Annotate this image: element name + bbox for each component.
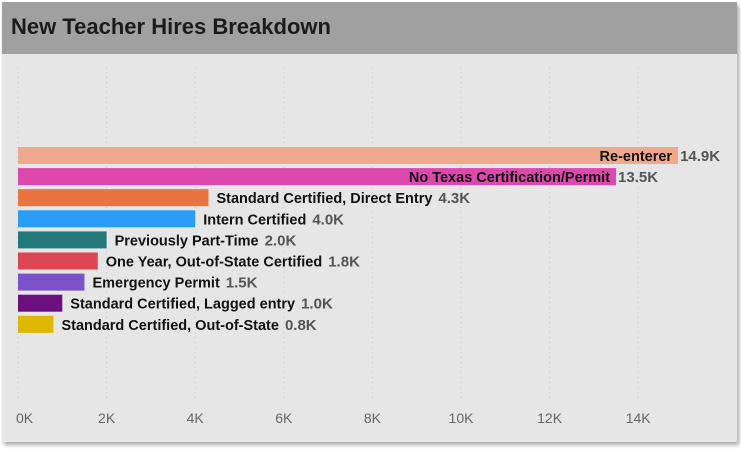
bar[interactable] [18,273,85,291]
bar-value-label: 13.5K [618,169,658,186]
bar-category-label: Intern Certified [203,212,306,228]
bar-category-label: Previously Part-Time [115,233,259,249]
x-tick-label: 12K [537,410,563,426]
bar[interactable] [18,147,679,164]
x-tick-label: 0K [16,410,34,426]
x-axis: 0K 2K 4K 6K 8K 10K 12K 14K [16,410,651,426]
bar[interactable] [18,168,617,186]
bar-category-label: Re-enterer [600,149,673,165]
card-header: New Teacher Hires Breakdown [2,2,737,54]
x-tick-label: 14K [626,410,652,426]
bar-labels: 14.9K Re-enterer 13.5K No Texas Certificati… [61,148,720,334]
bar[interactable] [18,210,196,228]
bar[interactable] [18,294,63,312]
x-tick-label: 4K [187,410,205,426]
bar-category-label: Emergency Permit [92,276,220,292]
chart-card: New Teacher Hires Breakdown 14.9K Re-ente… [2,2,737,442]
bar-value-label: 1.5K [226,275,258,292]
bar[interactable] [18,189,209,207]
x-tick-label: 10K [449,410,475,426]
bar[interactable] [18,231,107,249]
bar-value-label: 4.0K [312,211,344,228]
bar-value-label: 4.3K [438,190,470,207]
bar-category-label: Standard Certified, Lagged entry [70,297,295,313]
bar-category-label: One Year, Out-of-State Certified [106,255,322,271]
x-tick-label: 6K [275,410,293,426]
bar-category-label: Standard Certified, Out-of-State [61,318,279,334]
bar-value-label: 14.9K [680,148,720,165]
bar-value-label: 0.8K [285,317,317,334]
bar-category-label: Standard Certified, Direct Entry [216,191,432,207]
bar[interactable] [18,315,54,333]
chart-title: New Teacher Hires Breakdown [11,14,331,39]
bar-category-label: No Texas Certification/Permit [409,170,610,186]
bar-value-label: 1.0K [301,296,333,313]
bar[interactable] [18,252,98,270]
x-tick-label: 8K [364,410,382,426]
bar-chart: 14.9K Re-enterer 13.5K No Texas Certificati… [16,67,720,426]
gridlines [17,67,639,402]
bars [18,147,679,333]
x-tick-label: 2K [98,410,116,426]
bar-value-label: 2.0K [265,232,297,249]
bar-value-label: 1.8K [328,254,360,271]
